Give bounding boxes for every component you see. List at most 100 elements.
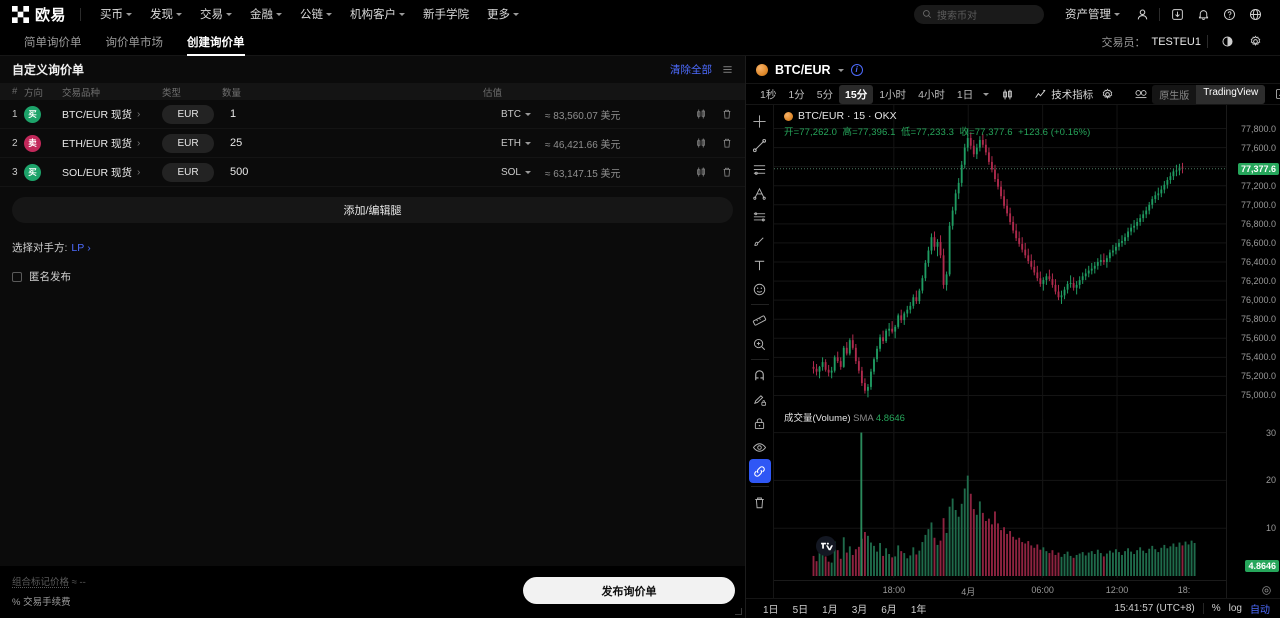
horizontal-lines-tool[interactable]	[749, 157, 771, 181]
help-button[interactable]	[1216, 2, 1242, 26]
info-icon[interactable]: i	[850, 63, 863, 76]
price-tick-label: 77,200.0	[1240, 180, 1276, 191]
range-5d[interactable]: 5日	[792, 605, 809, 616]
direction-badge-buy: 买	[24, 105, 41, 123]
download-app-button[interactable]	[1164, 2, 1190, 26]
chevron-down-icon[interactable]	[837, 68, 844, 72]
chart-pair-name[interactable]: BTC/EUR	[775, 62, 831, 77]
row-chart-button[interactable]	[695, 108, 707, 120]
add-edit-leg-button[interactable]: 添加/编辑腿	[12, 197, 733, 223]
tab-create-rfq[interactable]: 创建询价单	[175, 28, 257, 56]
view-mode-tradingview[interactable]: TradingView	[1196, 84, 1266, 104]
nav-item-buy-crypto[interactable]: 买币	[91, 6, 141, 22]
row-delete-button[interactable]	[721, 108, 733, 120]
range-3m[interactable]: 3月	[851, 605, 868, 616]
anonymous-checkbox[interactable]	[12, 271, 22, 282]
percent-scale-button[interactable]: %	[1211, 603, 1221, 614]
tab-simple-rfq[interactable]: 简单询价单	[12, 28, 94, 56]
chart-settings-button[interactable]	[1097, 88, 1118, 101]
row-direction[interactable]: 卖	[24, 134, 62, 152]
nav-item-chain[interactable]: 公链	[291, 6, 341, 22]
auto-scale-button[interactable]: 自动	[1250, 605, 1270, 616]
hide-drawings-tool[interactable]	[749, 435, 771, 459]
search-input[interactable]: 搜索币对	[914, 4, 1044, 24]
tab-rfq-market[interactable]: 询价单市场	[94, 28, 176, 56]
theme-toggle-button[interactable]	[1214, 30, 1240, 54]
row-unit-select[interactable]: BTC	[501, 109, 531, 120]
crosshair-tool[interactable]	[749, 109, 771, 133]
row-symbol[interactable]: ETH/EUR 现货 ›	[62, 136, 162, 151]
tradingview-logo[interactable]	[816, 536, 836, 556]
row-quantity[interactable]: 1	[222, 108, 501, 120]
price-axis[interactable]: 77,800.077,600.077,400.077,200.077,000.0…	[1226, 105, 1280, 598]
timeframe-1d[interactable]: 1日	[956, 88, 974, 101]
measure-tool[interactable]	[749, 308, 771, 332]
range-1y[interactable]: 1年	[910, 605, 927, 616]
magnet-tool[interactable]	[749, 363, 771, 387]
row-symbol[interactable]: SOL/EUR 现货 ›	[62, 165, 162, 180]
counterparty-select[interactable]: LP ›	[71, 242, 90, 254]
log-scale-button[interactable]: log	[1228, 603, 1242, 614]
type-pill[interactable]: EUR	[162, 104, 214, 124]
nav-item-discover[interactable]: 发现	[141, 6, 191, 22]
compare-button[interactable]	[1130, 88, 1152, 101]
zoom-tool[interactable]	[749, 332, 771, 356]
resize-grip[interactable]	[735, 608, 742, 615]
row-delete-button[interactable]	[721, 137, 733, 149]
user-account-button[interactable]	[1129, 2, 1155, 26]
pitchfork-tool[interactable]	[749, 181, 771, 205]
row-unit-select[interactable]: ETH	[501, 138, 531, 149]
timeframe-15m[interactable]: 15分	[839, 84, 874, 104]
nav-item-more[interactable]: 更多	[478, 6, 528, 22]
row-quantity[interactable]: 25	[222, 137, 501, 149]
axis-settings-button[interactable]	[1261, 585, 1272, 596]
stay-in-drawing-mode-tool[interactable]	[749, 387, 771, 411]
row-direction[interactable]: 买	[24, 105, 62, 123]
indicators-button[interactable]: 技术指标	[1030, 87, 1097, 102]
nav-item-academy[interactable]: 新手学院	[414, 6, 478, 22]
nav-item-institutional[interactable]: 机构客户	[341, 6, 414, 22]
clear-all-button[interactable]: 清除全部	[670, 64, 712, 76]
sync-drawings-tool[interactable]	[748, 459, 771, 483]
brush-tool[interactable]	[749, 229, 771, 253]
timeframe-1h[interactable]: 1小时	[879, 88, 907, 101]
nav-item-finance[interactable]: 金融	[241, 6, 291, 22]
timeframe-1s[interactable]: 1秒	[760, 88, 777, 101]
range-6m[interactable]: 6月	[881, 605, 897, 616]
settings-button[interactable]	[1242, 30, 1268, 54]
time-axis[interactable]: 18:00 4月 06:00 12:00 18:	[774, 580, 1226, 598]
language-button[interactable]	[1242, 2, 1268, 26]
publish-rfq-button[interactable]: 发布询价单	[523, 577, 735, 604]
type-pill[interactable]: EUR	[162, 133, 214, 153]
chart-type-button[interactable]	[997, 88, 1018, 101]
type-pill[interactable]: EUR	[162, 162, 214, 182]
row-direction[interactable]: 买	[24, 163, 62, 181]
timeframe-5m[interactable]: 5分	[816, 88, 834, 101]
row-quantity[interactable]: 500	[222, 166, 501, 178]
row-chart-button[interactable]	[695, 166, 707, 178]
row-unit-select[interactable]: SOL	[501, 167, 531, 178]
fullscreen-button[interactable]	[1271, 88, 1280, 100]
timeframe-4h[interactable]: 4小时	[918, 88, 945, 101]
chart-canvas-area[interactable]: BTC/EUR · 15 · OKX 开=77,262.0 高=77,396.1…	[774, 105, 1280, 598]
range-1m[interactable]: 1月	[822, 605, 838, 616]
range-1d[interactable]: 1日	[763, 605, 779, 616]
remove-drawings-tool[interactable]	[749, 490, 771, 514]
nav-item-trade[interactable]: 交易	[191, 6, 241, 22]
timeframe-1m[interactable]: 1分	[788, 88, 805, 101]
asset-management-menu[interactable]: 资产管理	[1056, 6, 1129, 22]
okx-logo[interactable]: 欧易	[12, 4, 66, 25]
text-tool[interactable]	[749, 253, 771, 277]
trendline-tool[interactable]	[749, 133, 771, 157]
row-symbol[interactable]: BTC/EUR 现货 ›	[62, 107, 162, 122]
fib-retracement-tool[interactable]	[749, 205, 771, 229]
emoji-tool[interactable]	[749, 277, 771, 301]
chevron-down-icon[interactable]	[983, 93, 990, 96]
view-mode-native[interactable]: 原生版	[1159, 90, 1190, 102]
row-chart-button[interactable]	[695, 137, 707, 149]
panel-menu-button[interactable]	[722, 64, 733, 75]
lock-drawings-tool[interactable]	[749, 411, 771, 435]
panel-splitter[interactable]	[745, 56, 746, 618]
row-delete-button[interactable]	[721, 166, 733, 178]
notifications-button[interactable]	[1190, 2, 1216, 26]
